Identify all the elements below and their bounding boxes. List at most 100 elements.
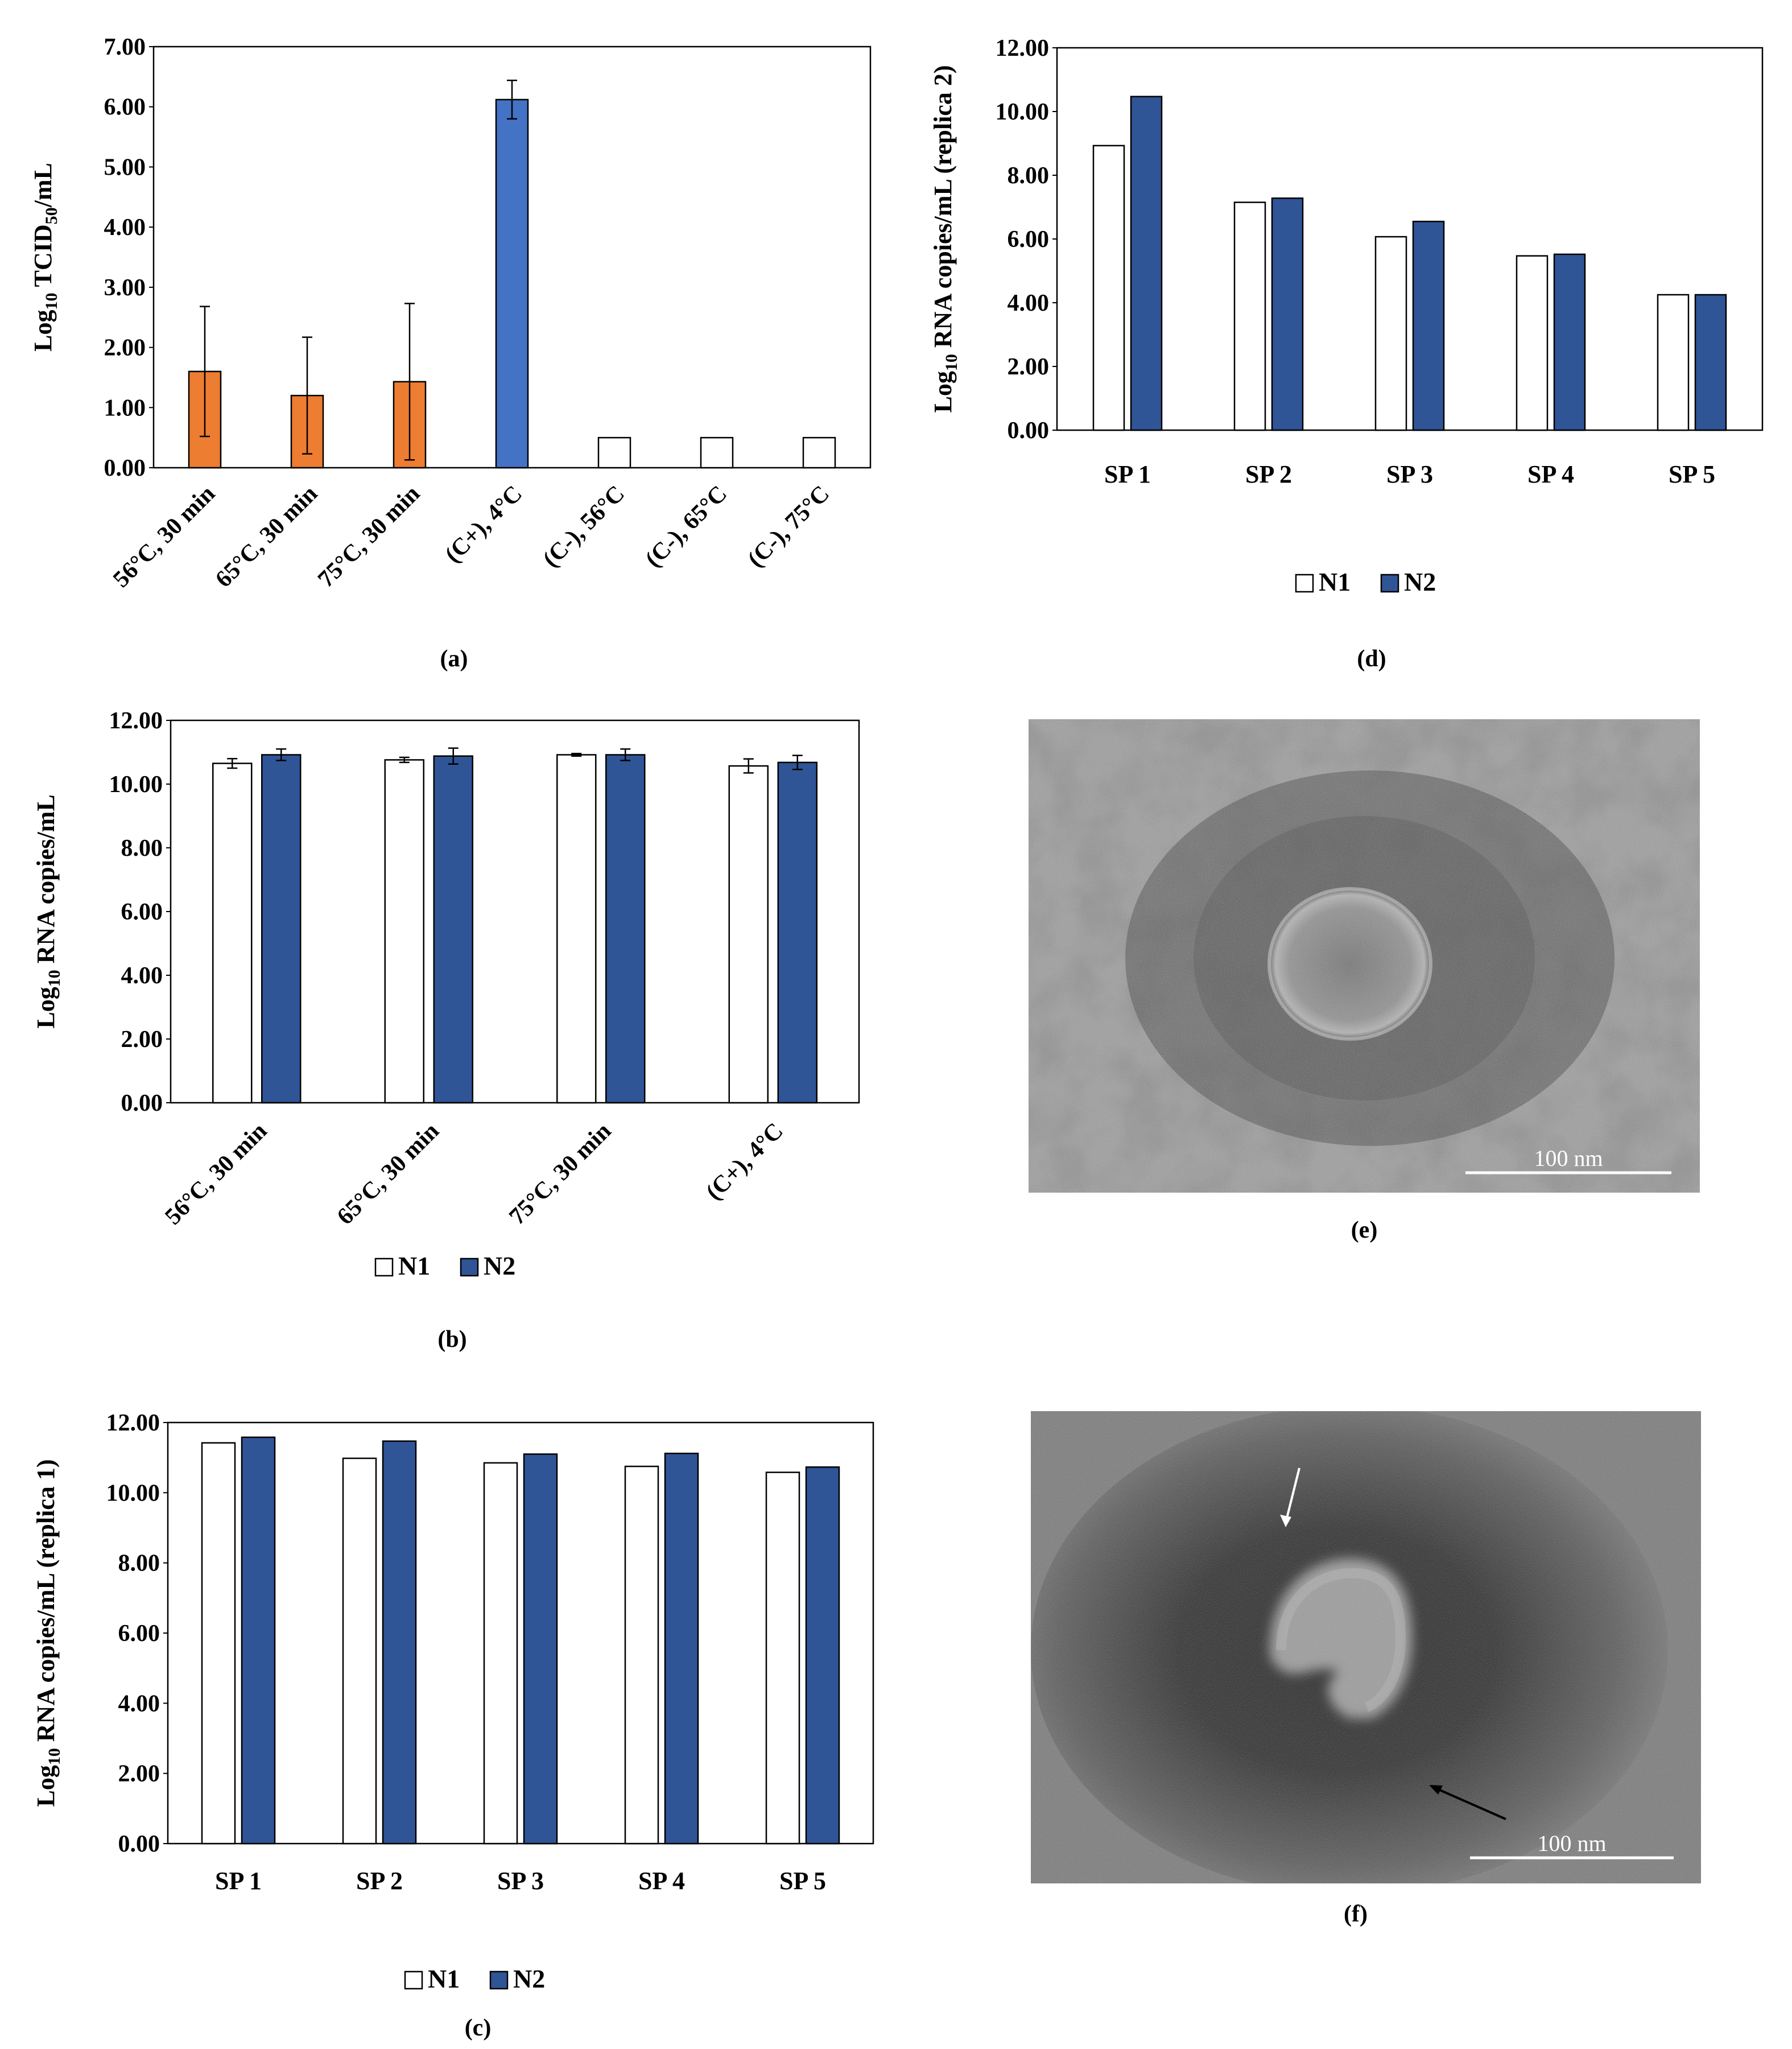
bar-4 [495,98,529,469]
bar-n2-3 [523,1453,558,1845]
x-category-label: 65°C, 30 min [332,1118,444,1230]
y-tick-label: 6.00 [121,899,163,925]
bar-n1-5 [765,1471,800,1845]
caption-d: (d) [1357,646,1386,672]
legend-swatch-n1 [374,1258,394,1277]
y-tick-label: 4.00 [121,963,163,989]
caption-a: (a) [440,646,468,672]
chart-d: 0.00 2.00 4.00 6.00 8.00 10.00 12.00 Log10 RNA … [929,35,1764,596]
x-category-label: 56°C, 30 min [108,481,220,593]
black-arrow-icon [1434,1787,1506,1820]
chart-c: 0.00 2.00 4.00 6.00 8.00 10.00 12.00 Log10 RNA … [32,1410,874,1993]
bar-n2-1 [241,1436,276,1845]
y-tick-label: 7.00 [104,34,146,60]
x-category-label: 75°C, 30 min [313,481,425,593]
caption-e: (e) [1351,1217,1378,1243]
y-tick-label: 6.00 [118,1621,160,1647]
panel-c: 0.00 2.00 4.00 6.00 8.00 10.00 12.00 Log10 RNA … [0,1388,910,2049]
bar-n2-4 [664,1453,699,1845]
x-category-label: (C+), 4°C [701,1118,788,1206]
legend-swatch-n1 [404,1970,423,1990]
bar-7 [802,436,836,469]
x-category-label: (C+), 4°C [440,481,527,568]
tem-image-f: 100 nm [1031,1411,1701,1883]
panel-b: 0.00 2.00 4.00 6.00 8.00 10.00 12.00 Log10 RNA … [0,677,910,1331]
y-tick-label: 12.00 [996,35,1050,61]
scale-bar-label-e: 100 nm [1534,1145,1603,1171]
y-tick-label: 8.00 [118,1551,160,1577]
y-tick-label: 10.00 [109,772,163,798]
y-tick-label: 0.00 [1008,418,1050,444]
white-arrow-icon [1285,1467,1300,1523]
y-tick-label: 0.00 [118,1831,160,1857]
x-category-label: SP 2 [356,1867,403,1895]
bar-n2-2 [1271,197,1304,431]
bar-5 [597,436,631,469]
y-tick-label: 12.00 [109,708,163,734]
caption-b: (b) [437,1326,467,1353]
y-tick-label: 0.00 [104,455,146,481]
bar-n2-1 [1130,96,1163,431]
y-tick-label: 2.00 [121,1026,163,1053]
y-tick-label: 4.00 [1008,290,1050,316]
x-category-label: SP 2 [1245,460,1292,488]
x-category-label: 56°C, 30 min [160,1118,272,1230]
x-category-label: SP 1 [215,1867,262,1895]
bar-n1-4 [624,1465,659,1845]
y-tick-label: 6.00 [1008,226,1050,253]
legend-label-n1: N1 [428,1964,460,1993]
bar-n2-5 [1694,294,1727,431]
legend-label-n2: N2 [484,1251,515,1280]
legend-label-n2: N2 [1404,567,1436,596]
legend-swatch-n2 [1380,574,1399,593]
chart-a: 0.00 1.00 2.00 3.00 4.00 5.00 6.00 7.00 Log10 TC… [29,34,872,593]
bar-n1-1 [212,762,253,1104]
y-tick-label: 3.00 [104,275,146,301]
y-axis-label: Log10 RNA copies/mL (replica 2) [929,65,961,413]
x-category-label: SP 4 [638,1867,685,1895]
x-category-label: SP 5 [1669,460,1715,488]
x-category-label: (C-), 56°C [538,481,630,573]
panel-a: 0.00 1.00 2.00 3.00 4.00 5.00 6.00 7.00 Log10 TC… [0,0,910,654]
y-tick-label: 8.00 [121,835,163,861]
tem-micrograph-e: 100 nm [1029,719,1700,1193]
x-category-label: SP 5 [779,1867,826,1895]
y-tick-label: 0.00 [121,1090,163,1116]
y-tick-label: 8.00 [1008,163,1050,189]
y-axis-label: Log10 RNA copies/mL [32,794,64,1028]
bar-6 [700,436,734,469]
x-category-label: (C-), 65°C [641,481,733,573]
bar-n2-2 [433,755,473,1104]
bar-n2-1 [261,754,302,1104]
bar-n1-3 [1374,236,1407,431]
legend-label-n1: N1 [1319,567,1351,596]
bar-n1-2 [1233,201,1266,431]
legend-label-n1: N1 [398,1251,430,1280]
legend-swatch-n2 [460,1258,479,1277]
white-arrowhead-icon [1280,1515,1291,1527]
bar-n2-4 [1553,253,1586,431]
chart-b: 0.00 2.00 4.00 6.00 8.00 10.00 12.00 Log10 RNA … [32,708,860,1280]
y-tick-label: 2.00 [1008,354,1050,380]
tem-micrograph-f: 100 nm [1031,1411,1701,1883]
x-category-label: SP 4 [1527,460,1574,488]
bar-n1-2 [342,1457,377,1845]
bar-n2-3 [1412,220,1445,431]
y-axis-label: Log10 RNA copies/mL (replica 1) [32,1460,64,1807]
bar-n1-4 [728,765,769,1104]
x-category-label: SP 3 [497,1867,544,1895]
bar-n1-1 [1092,145,1125,431]
y-tick-label: 10.00 [996,99,1050,125]
bar-n2-5 [805,1466,840,1845]
y-tick-label: 4.00 [104,215,146,241]
tem-image-e: 100 nm [1029,719,1700,1193]
caption-c: (c) [464,2015,492,2041]
x-category-label: SP 3 [1386,460,1433,488]
y-tick-label: 12.00 [106,1410,160,1436]
legend-swatch-n2 [489,1970,509,1990]
y-axis-label: Log10 TCID50/mL [29,163,61,352]
y-tick-label: 1.00 [104,395,146,421]
bar-n1-5 [1657,294,1690,431]
plot-frame [1056,47,1764,431]
bar-n1-2 [384,759,424,1104]
